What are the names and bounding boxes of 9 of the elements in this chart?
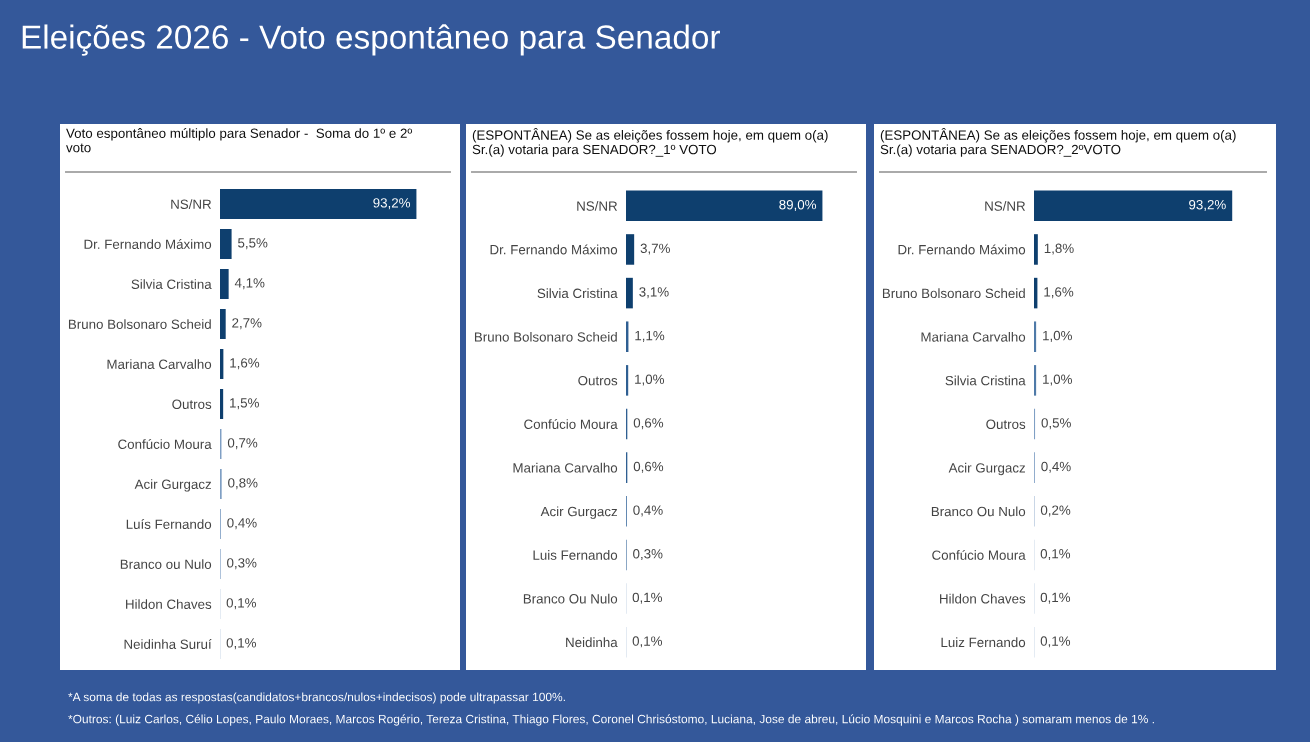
text: Eleições 2026 - Voto espontâneo para Senador — [22, 24, 720, 56]
bar — [626, 277, 633, 309]
bar — [626, 190, 823, 222]
bar — [220, 309, 226, 339]
bar — [220, 229, 232, 259]
bar — [220, 189, 417, 219]
bar — [220, 269, 229, 299]
bar — [1034, 190, 1233, 222]
bar — [626, 234, 635, 265]
